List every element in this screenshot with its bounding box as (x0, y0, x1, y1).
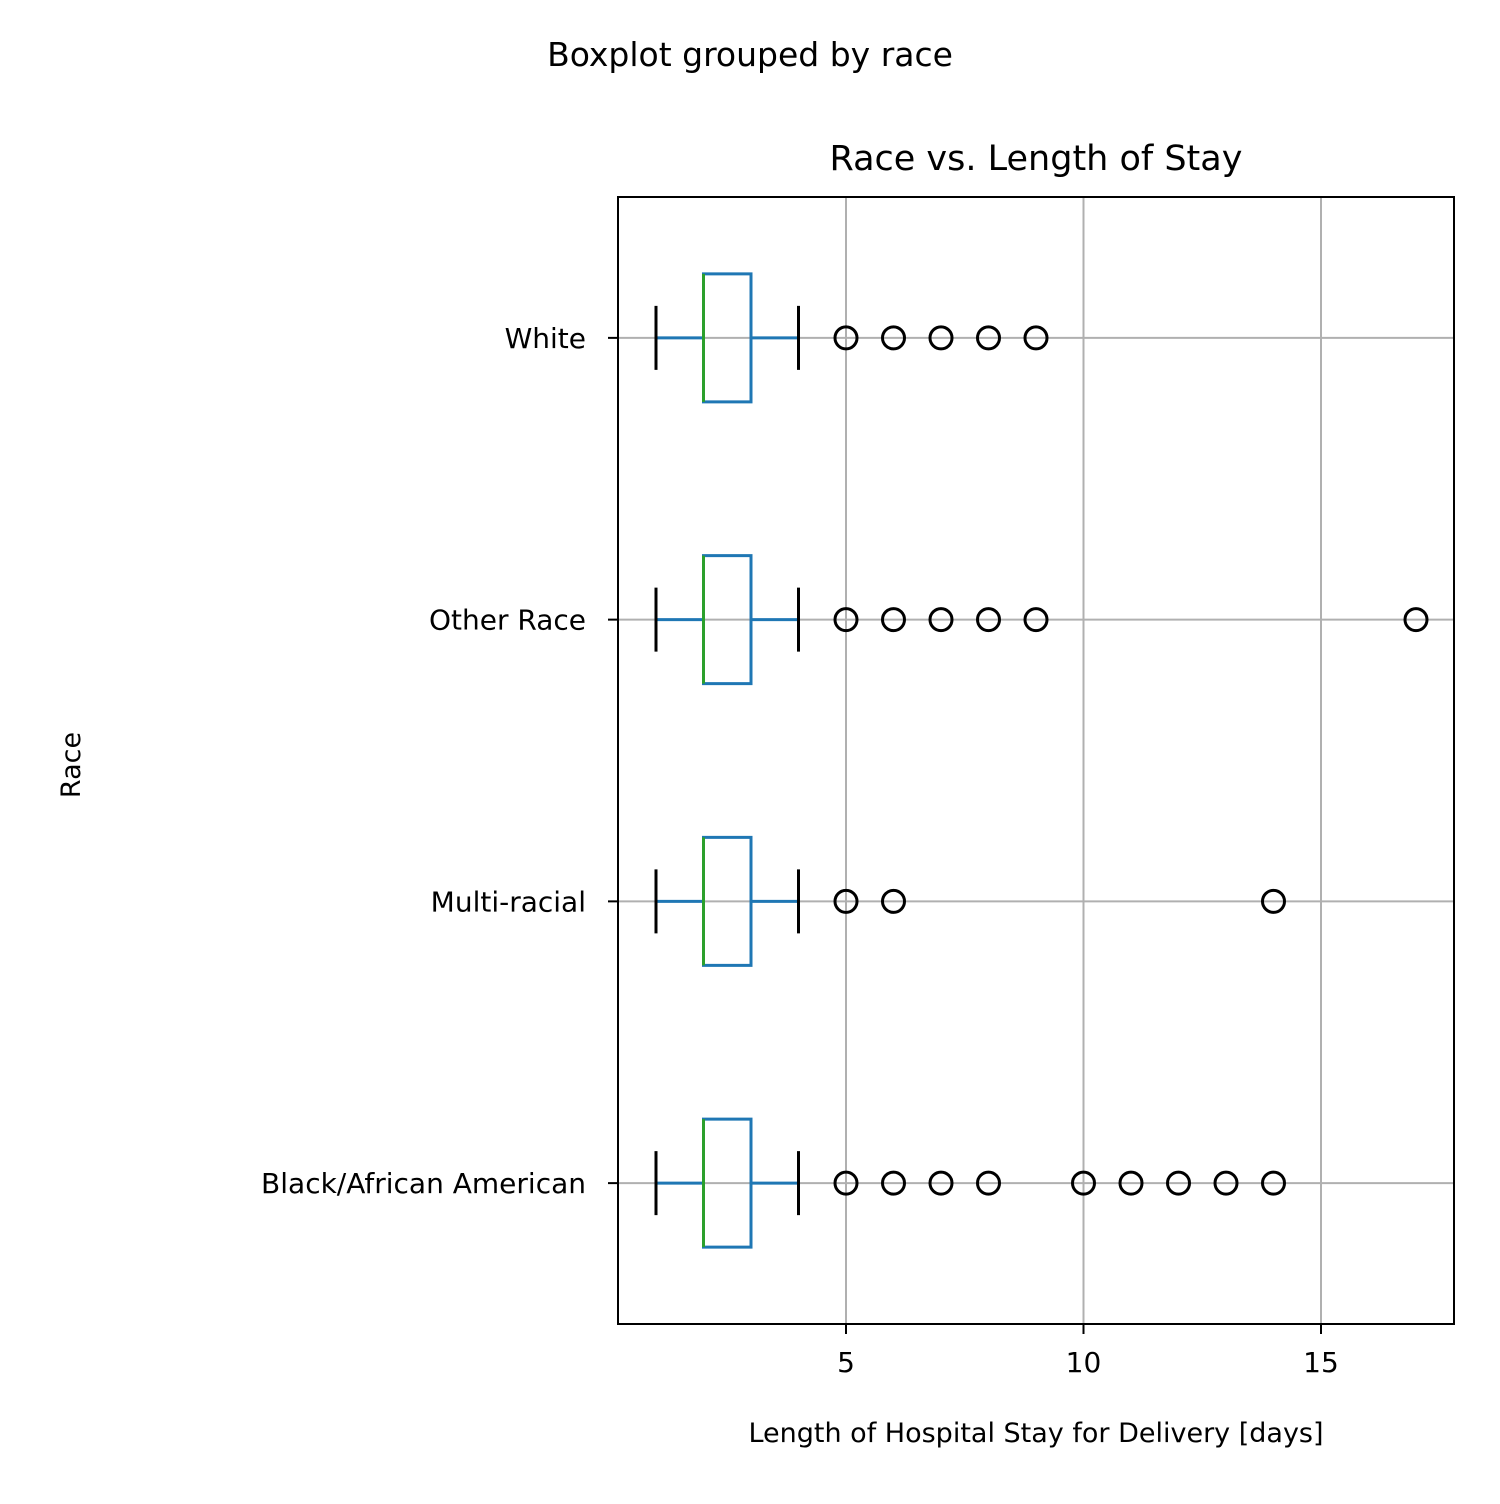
outlier-point (833, 607, 859, 633)
outlier-point (928, 607, 954, 633)
outlier-point (833, 1170, 859, 1196)
outlier-point (1166, 1170, 1191, 1196)
outlier-point (881, 325, 906, 351)
outlier-point (881, 607, 906, 633)
chart-suptitle: Boxplot grouped by race (547, 35, 953, 74)
grid-lines (618, 197, 1454, 1324)
chart-title: Race vs. Length of Stay (830, 139, 1243, 179)
axis-ticks: 5 10 15 Black/African American Multi-racial O… (261, 322, 1339, 1379)
y-tick-label: Other Race (429, 604, 586, 637)
outlier-point (976, 607, 1001, 633)
outlier-point (1403, 607, 1429, 633)
x-tick-label: 5 (837, 1346, 855, 1379)
plot-area-frame (617, 196, 1455, 1325)
outlier-point (833, 325, 859, 351)
box-group (654, 272, 1049, 404)
outlier-point (976, 325, 1001, 351)
x-tick-label: 15 (1303, 1346, 1339, 1379)
outlier-point (1023, 325, 1049, 351)
outlier-point (833, 888, 859, 914)
outlier-point (928, 1170, 954, 1196)
box-group (654, 835, 1286, 967)
outlier-point (976, 1170, 1001, 1196)
outlier-point (1261, 888, 1286, 914)
y-tick-label: Multi-racial (431, 885, 586, 918)
outlier-point (881, 1170, 906, 1196)
y-tick-label: White (505, 322, 586, 355)
y-axis-label: Race (56, 732, 87, 798)
box-group (654, 554, 1429, 686)
box-series (654, 272, 1429, 1249)
outlier-point (1118, 1170, 1144, 1196)
outlier-point (1071, 1170, 1096, 1196)
outlier-point (1261, 1170, 1286, 1196)
outlier-point (1023, 607, 1049, 633)
outlier-point (881, 888, 906, 914)
x-tick-label: 10 (1066, 1346, 1102, 1379)
x-axis-label: Length of Hospital Stay for Delivery [da… (748, 1418, 1323, 1449)
outlier-point (1213, 1170, 1239, 1196)
y-tick-label: Black/African American (261, 1167, 586, 1200)
outlier-point (928, 325, 954, 351)
box-group (654, 1117, 1286, 1249)
